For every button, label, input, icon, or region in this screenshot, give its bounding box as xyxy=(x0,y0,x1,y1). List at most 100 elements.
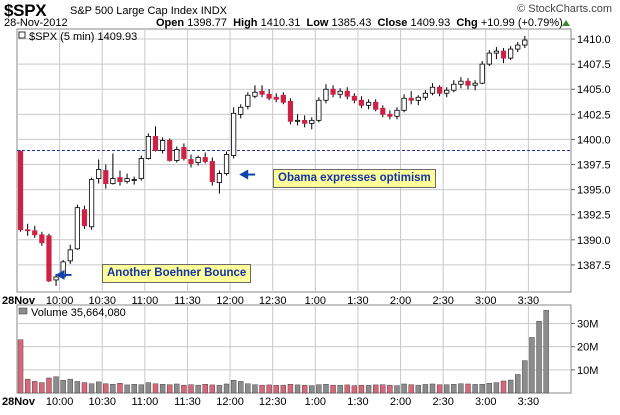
volume-tick-label: 20M xyxy=(577,342,598,354)
volume-bar xyxy=(103,383,109,394)
candle-up xyxy=(493,50,500,54)
volume-bar xyxy=(273,385,279,394)
price-x-tick-label: 2:30 xyxy=(432,295,453,307)
volume-x-tick-label: 11:00 xyxy=(131,396,158,408)
candle-up xyxy=(451,83,457,91)
candle-up xyxy=(88,179,95,228)
volume-bar xyxy=(301,384,308,394)
chg-label: Chg xyxy=(456,17,478,29)
candle-down xyxy=(380,107,386,115)
price-panel-frame xyxy=(16,28,572,293)
volume-bar xyxy=(365,385,372,394)
chg-value: +10.99 (+0.79%) xyxy=(480,17,563,29)
candle-up xyxy=(131,179,137,181)
price-x-tick-label: 11:00 xyxy=(131,295,158,307)
volume-bar xyxy=(401,383,407,394)
price-x-tick-label: 12:30 xyxy=(259,295,287,307)
volume-bar xyxy=(330,384,336,394)
up-arrow-icon xyxy=(562,20,570,26)
candle-up xyxy=(74,207,80,250)
volume-bar xyxy=(358,384,365,394)
price-x-tick-label: 10:30 xyxy=(88,295,116,307)
volume-bar xyxy=(117,383,123,394)
candle-up xyxy=(309,119,315,124)
volume-panel-frame xyxy=(16,304,572,394)
volume-bar xyxy=(408,384,414,394)
volume-bar xyxy=(536,321,542,394)
volume-bar xyxy=(472,384,478,394)
candle-down xyxy=(387,113,393,117)
volume-bar xyxy=(95,381,102,394)
volume-legend: Volume 35,664,080 xyxy=(31,307,126,319)
volume-bar xyxy=(486,383,493,394)
volume-bar xyxy=(380,384,386,394)
candle-up xyxy=(323,88,329,101)
volume-x-tick-label: 12:00 xyxy=(216,396,244,408)
price-x-tick-label: 11:30 xyxy=(174,295,201,307)
price-tick-label: 1400.0 xyxy=(577,134,611,146)
volume-bar xyxy=(216,385,223,394)
index-name: S&P 500 Large Cap Index INDX xyxy=(70,5,227,17)
candle-down xyxy=(167,140,173,161)
candle-down xyxy=(181,147,187,159)
candle-up xyxy=(223,154,230,174)
volume-bar xyxy=(287,384,294,394)
volume-x-tick-label: 1:30 xyxy=(347,396,368,408)
volume-bar xyxy=(294,384,301,394)
candle-up xyxy=(160,140,166,151)
candle-up xyxy=(96,169,102,179)
candle-up xyxy=(252,91,258,97)
candle-up xyxy=(522,39,528,46)
volume-x-tick-label: 12:30 xyxy=(259,396,287,408)
volume-bar xyxy=(202,384,208,394)
candle-up xyxy=(174,149,180,161)
candle-down xyxy=(259,90,265,95)
candle-down xyxy=(266,93,272,99)
volume-bar xyxy=(230,380,237,394)
volume-x-tick-label: 10:30 xyxy=(88,396,116,408)
price-x-tick-label: 12:00 xyxy=(216,295,244,307)
volume-bar xyxy=(422,384,429,394)
volume-bar xyxy=(60,380,66,394)
volume-bar xyxy=(458,383,464,394)
candle-down xyxy=(17,151,24,231)
volume-bar xyxy=(465,383,471,394)
candle-down xyxy=(103,170,109,184)
volume-bar xyxy=(323,384,329,394)
candle-down xyxy=(302,119,308,124)
volume-bar xyxy=(543,310,549,394)
volume-tick-label: 10M xyxy=(577,365,598,377)
candle-down xyxy=(188,159,194,164)
volume-bar xyxy=(479,384,485,394)
volume-bar xyxy=(280,384,287,394)
candle-up xyxy=(294,119,301,122)
price-legend-swatch xyxy=(18,31,26,39)
volume-bar xyxy=(124,384,130,394)
candle-down xyxy=(465,80,471,86)
candle-up xyxy=(145,136,151,159)
volume-x-tick-label: 10:00 xyxy=(46,396,74,408)
candle-up xyxy=(429,86,436,94)
candle-up xyxy=(238,106,244,115)
annotation-obama-arrow xyxy=(239,169,249,180)
volume-bar xyxy=(53,376,59,394)
volume-bar xyxy=(429,383,436,394)
volume-legend-swatch xyxy=(18,307,28,315)
low-value: 1385.43 xyxy=(331,17,372,29)
candle-down xyxy=(344,90,350,97)
price-tick-label: 1402.5 xyxy=(577,109,611,121)
candle-up xyxy=(195,157,201,163)
price-x-tick-label: 10:00 xyxy=(46,295,74,307)
candle-down xyxy=(280,94,286,103)
candle-up xyxy=(479,63,485,84)
candle-up xyxy=(444,89,450,94)
price-legend: $SPX (5 min) 1409.93 xyxy=(29,31,137,43)
high-value: 1410.31 xyxy=(260,17,301,29)
volume-bar xyxy=(46,377,52,394)
candle-down xyxy=(39,234,45,244)
volume-bar xyxy=(451,384,457,394)
volume-bar xyxy=(81,382,88,394)
candle-down xyxy=(117,177,123,182)
volume-bar xyxy=(67,378,73,394)
